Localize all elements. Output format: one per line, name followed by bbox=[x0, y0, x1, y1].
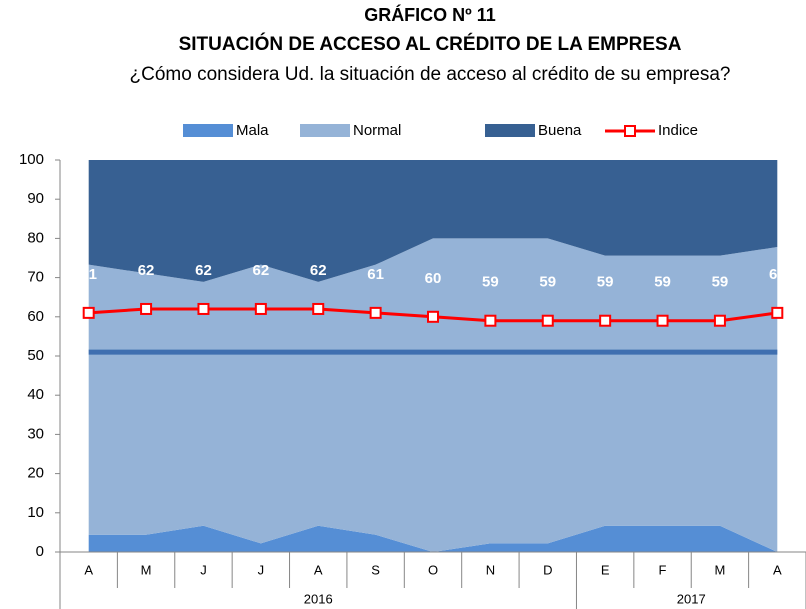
index-marker bbox=[484, 314, 497, 327]
legend-swatch bbox=[485, 124, 535, 137]
index-marker bbox=[427, 310, 439, 323]
index-marker bbox=[713, 314, 726, 327]
group-label: 2017 bbox=[677, 591, 706, 606]
index-marker bbox=[771, 306, 784, 319]
x-tick-label: S bbox=[371, 562, 380, 577]
chart-question: ¿Cómo considera Ud. la situación de acce… bbox=[130, 64, 731, 85]
index-marker bbox=[82, 306, 95, 319]
x-tick-label: N bbox=[486, 562, 495, 577]
x-tick-label: A bbox=[773, 562, 782, 577]
y-tick-label: 10 bbox=[27, 504, 44, 521]
legend-swatch bbox=[183, 124, 233, 137]
index-marker bbox=[254, 302, 267, 315]
data-label: 61 bbox=[769, 266, 786, 283]
legend-marker bbox=[624, 125, 636, 137]
data-label: 60 bbox=[425, 270, 442, 287]
y-tick-label: 80 bbox=[27, 229, 44, 246]
x-tick-label: J bbox=[258, 562, 265, 577]
y-tick-label: 30 bbox=[27, 425, 44, 442]
data-label: 59 bbox=[654, 274, 671, 291]
chart-subtitle: SITUACIÓN DE ACCESO AL CRÉDITO DE LA EMP… bbox=[179, 33, 682, 55]
index-marker bbox=[140, 302, 153, 315]
y-tick-label: 0 bbox=[36, 543, 44, 560]
index-marker bbox=[312, 302, 325, 315]
data-label: 59 bbox=[539, 274, 556, 291]
y-tick-label: 90 bbox=[27, 190, 44, 207]
x-tick-label: J bbox=[200, 562, 207, 577]
y-tick-label: 70 bbox=[27, 269, 44, 286]
data-label: 62 bbox=[138, 262, 155, 279]
data-label: 59 bbox=[482, 274, 499, 291]
legend-label: Mala bbox=[236, 122, 269, 139]
y-tick-label: 60 bbox=[27, 308, 44, 325]
legend-label: Buena bbox=[538, 122, 582, 139]
y-tick-label: 50 bbox=[27, 347, 44, 364]
x-tick-label: A bbox=[84, 562, 93, 577]
area bbox=[88, 525, 778, 552]
data-label: 59 bbox=[597, 274, 614, 291]
y-tick-label: 40 bbox=[27, 386, 44, 403]
x-tick-label: M bbox=[715, 562, 726, 577]
x-tick-label: D bbox=[543, 562, 552, 577]
group-label: 2016 bbox=[304, 591, 333, 606]
index-marker bbox=[541, 314, 554, 327]
data-label: 61 bbox=[80, 266, 97, 283]
index-marker bbox=[599, 314, 612, 327]
x-tick-label: F bbox=[659, 562, 667, 577]
x-tick-label: E bbox=[601, 562, 610, 577]
index-marker bbox=[197, 302, 210, 315]
data-label: 62 bbox=[310, 262, 327, 279]
data-label: 62 bbox=[195, 262, 212, 279]
legend-label: Normal bbox=[353, 122, 401, 139]
x-tick-label: A bbox=[314, 562, 323, 577]
legend-label: Indice bbox=[658, 122, 698, 139]
y-tick-label: 20 bbox=[27, 465, 44, 482]
area bbox=[88, 160, 778, 282]
legend-swatch bbox=[300, 124, 350, 137]
data-label: 62 bbox=[253, 262, 270, 279]
x-tick-label: M bbox=[141, 562, 152, 577]
chart-title: GRÁFICO Nº 11 bbox=[364, 4, 496, 25]
index-marker bbox=[369, 306, 382, 319]
y-tick-label: 100 bbox=[19, 151, 44, 168]
index-marker bbox=[656, 314, 669, 327]
data-label: 61 bbox=[367, 266, 384, 283]
x-tick-label: O bbox=[428, 562, 438, 577]
data-label: 59 bbox=[712, 274, 729, 291]
